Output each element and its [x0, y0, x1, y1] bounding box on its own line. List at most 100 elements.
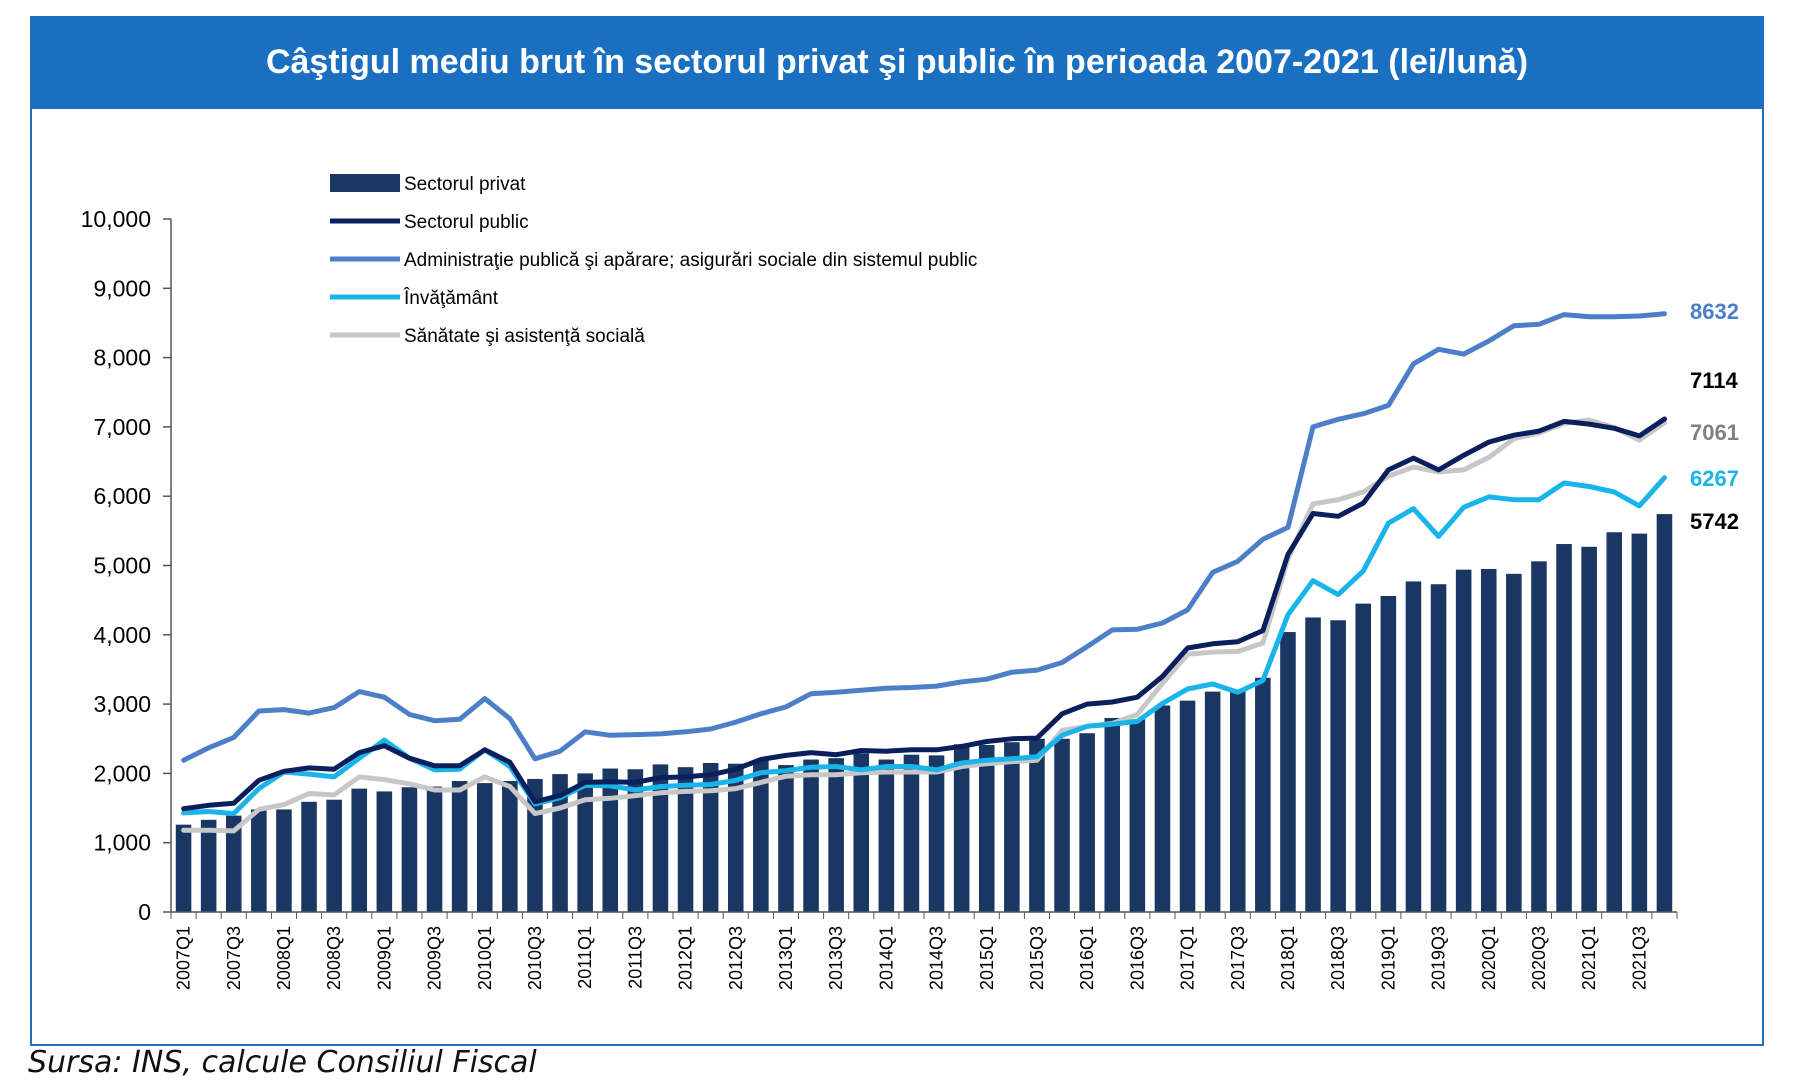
bar-2012Q1 [677, 767, 694, 912]
bars-group [175, 514, 1673, 912]
end-label: 7061 [1690, 420, 1739, 445]
bar-2008Q4 [351, 788, 368, 912]
chart-title: Câştigul mediu brut în sectorul privat ş… [265, 43, 1529, 81]
y-tick-labels: 0 1,000 2,000 3,000 4,000 5,000 6,000 7,000 8,00… [81, 206, 151, 925]
bar-2012Q4 [753, 760, 769, 912]
end-label: 5742 [1690, 509, 1739, 534]
bar-2016Q3 [1129, 719, 1146, 912]
bar-2013Q1 [778, 765, 794, 912]
legend-label: Sectorul public [404, 212, 529, 233]
y-tick-label: 0 [138, 899, 151, 925]
x-tick-label: 2019Q1 [1378, 926, 1398, 990]
x-tick-label: 2020Q3 [1529, 926, 1549, 990]
y-tick-label: 9,000 [93, 275, 151, 301]
bar-2017Q2 [1204, 691, 1221, 912]
bar-2018Q2 [1305, 617, 1321, 912]
bar-2014Q2 [903, 754, 920, 912]
bar-2020Q4 [1556, 544, 1572, 912]
x-tick-label: 2017Q3 [1228, 926, 1248, 990]
legend-label: Sănătate şi asistenţă socială [404, 326, 645, 347]
end-label: 6267 [1690, 466, 1739, 491]
bar-2009Q1 [376, 791, 393, 912]
x-tick-label: 2007Q3 [224, 926, 244, 990]
bar-2011Q3 [627, 769, 644, 912]
bar-2011Q2 [602, 768, 619, 912]
x-tick-label: 2009Q1 [374, 926, 394, 990]
y-tick-label: 5,000 [93, 553, 151, 579]
x-tick-label: 2012Q1 [676, 926, 696, 990]
bar-2021Q4 [1656, 514, 1673, 912]
bar-2019Q2 [1405, 581, 1422, 912]
x-tick-label: 2008Q3 [324, 926, 344, 990]
end-labels: 5742 7114 8632 6267 7061 [1690, 299, 1739, 534]
end-label: 8632 [1690, 299, 1739, 324]
series-line-0 [181, 416, 1667, 812]
lines-group [181, 311, 1667, 834]
axes-group [163, 218, 1678, 919]
bar-2020Q3 [1531, 561, 1547, 912]
x-tick-label: 2015Q3 [1027, 926, 1047, 990]
y-tick-label: 10,000 [81, 206, 151, 232]
x-tick-label: 2011Q3 [625, 926, 645, 989]
bar-2011Q4 [652, 764, 669, 912]
bar-2019Q4 [1455, 569, 1472, 912]
legend-label: Învăţământ [403, 287, 499, 309]
x-tick-label: 2019Q3 [1429, 926, 1449, 990]
x-tick-labels: 2007Q1 2007Q3 2008Q1 2008Q3 2009Q1 2009Q3 2010… [174, 926, 1650, 990]
bar-2007Q1 [175, 824, 192, 912]
y-tick-label: 6,000 [93, 483, 151, 509]
x-tick-label: 2014Q3 [927, 926, 947, 990]
y-tick-label: 8,000 [93, 345, 151, 371]
x-tick-label: 2007Q1 [174, 926, 194, 990]
bar-2018Q3 [1330, 620, 1346, 912]
y-tick-label: 4,000 [93, 622, 151, 648]
bar-2009Q3 [426, 786, 443, 912]
bar-2008Q1 [276, 809, 292, 912]
legend-label: Sectorul privat [404, 174, 526, 195]
bar-2015Q3 [1029, 738, 1045, 912]
bar-2021Q1 [1581, 546, 1597, 912]
bar-2015Q2 [1004, 742, 1020, 912]
legend-label: Administraţie publică şi apărare; asigur… [404, 250, 977, 271]
bar-2019Q1 [1380, 595, 1397, 912]
series-line-1 [181, 311, 1667, 763]
bar-2013Q3 [828, 758, 844, 912]
bar-2017Q3 [1229, 690, 1246, 912]
x-tick-label: 2018Q1 [1278, 926, 1298, 990]
bar-2008Q3 [326, 799, 342, 912]
bar-2018Q1 [1280, 632, 1296, 912]
x-tick-label: 2014Q1 [876, 926, 896, 990]
bar-2009Q4 [451, 781, 468, 912]
y-tick-label: 2,000 [93, 760, 151, 786]
bar-2017Q1 [1179, 700, 1196, 912]
bar-2007Q4 [251, 809, 267, 912]
bar-2012Q2 [702, 763, 719, 912]
bar-2016Q4 [1154, 705, 1171, 912]
bar-2015Q1 [978, 744, 995, 912]
bar-2009Q2 [401, 787, 418, 912]
source-note: Sursa: INS, calcule Consiliul Fiscal [28, 1045, 537, 1080]
bar-2014Q4 [953, 744, 970, 912]
bar-2019Q3 [1430, 584, 1447, 912]
title-bar [30, 16, 1764, 109]
chart-frame [30, 16, 1764, 1046]
bar-2015Q4 [1054, 738, 1070, 912]
bar-2007Q2 [200, 819, 217, 912]
x-tick-label: 2008Q1 [274, 926, 294, 990]
bar-2014Q1 [878, 759, 895, 912]
bar-2013Q2 [803, 759, 819, 912]
bar-2020Q1 [1480, 568, 1497, 912]
legend-swatch-bar [330, 174, 400, 192]
x-tick-label: 2016Q3 [1127, 926, 1147, 990]
bar-2010Q2 [502, 781, 518, 912]
end-label: 7114 [1690, 368, 1738, 393]
bar-2013Q4 [853, 753, 870, 912]
bar-2014Q3 [928, 755, 945, 912]
bar-2018Q4 [1355, 603, 1372, 912]
x-tick-label: 2016Q1 [1077, 926, 1097, 990]
bar-2008Q2 [301, 801, 317, 912]
bar-2021Q2 [1606, 532, 1623, 912]
bar-2012Q3 [727, 763, 744, 912]
y-tick-label: 3,000 [93, 691, 151, 717]
